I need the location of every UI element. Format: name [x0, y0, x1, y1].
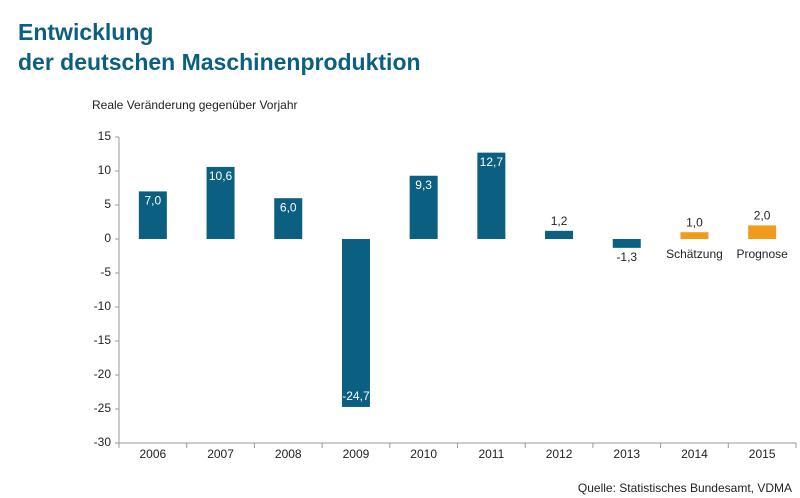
- y-tick-label: 0: [104, 231, 111, 245]
- bar: [748, 225, 777, 239]
- value-label: 7,0: [145, 194, 162, 208]
- x-tick-label: 2011: [478, 447, 504, 461]
- y-tick-label: 15: [98, 129, 112, 143]
- x-tick-label: 2008: [275, 447, 302, 461]
- value-label: 12,7: [480, 155, 504, 169]
- y-tick-label: -5: [100, 265, 111, 279]
- x-tick-label: 2010: [410, 447, 437, 461]
- value-label: 10,6: [209, 169, 233, 183]
- bar: [680, 232, 709, 239]
- y-tick-label: -20: [94, 367, 112, 381]
- source: Quelle: Statistisches Bundesamt, VDMA: [578, 481, 792, 495]
- bar-note: Schätzung: [666, 247, 723, 261]
- bar: [341, 239, 370, 407]
- x-tick-label: 2007: [207, 447, 234, 461]
- bar: [612, 239, 641, 248]
- bar: [206, 166, 235, 239]
- value-label: -24,7: [342, 389, 370, 403]
- y-axis-label: Reale Veränderung gegenüber Vorjahr: [92, 98, 298, 112]
- bar: [545, 230, 574, 239]
- value-label: 6,0: [280, 200, 297, 214]
- y-tick-label: -25: [94, 401, 112, 415]
- x-tick-label: 2013: [613, 447, 640, 461]
- y-tick-label: -30: [94, 435, 112, 449]
- bar-note: Prognose: [736, 247, 788, 261]
- value-label: 1,0: [686, 215, 703, 229]
- y-tick-label: 5: [104, 197, 111, 211]
- x-tick-label: 2012: [546, 447, 573, 461]
- y-tick-label: -15: [94, 333, 112, 347]
- bar: [138, 191, 167, 239]
- x-tick-label: 2015: [749, 447, 776, 461]
- chart-title: der deutschen Maschinenproduktion: [18, 49, 421, 75]
- chart-title: Entwicklung: [18, 19, 153, 45]
- y-tick-label: 10: [98, 163, 112, 177]
- bar: [409, 175, 438, 239]
- bar: [477, 152, 506, 239]
- x-tick-label: 2014: [681, 447, 708, 461]
- value-label: 1,2: [551, 214, 568, 228]
- x-tick-label: 2006: [139, 447, 166, 461]
- y-tick-label: -10: [94, 299, 112, 313]
- bar: [274, 198, 303, 239]
- value-label: 2,0: [754, 209, 771, 223]
- x-tick-label: 2009: [343, 447, 370, 461]
- value-label: -1,3: [616, 250, 637, 264]
- value-label: 9,3: [415, 178, 432, 192]
